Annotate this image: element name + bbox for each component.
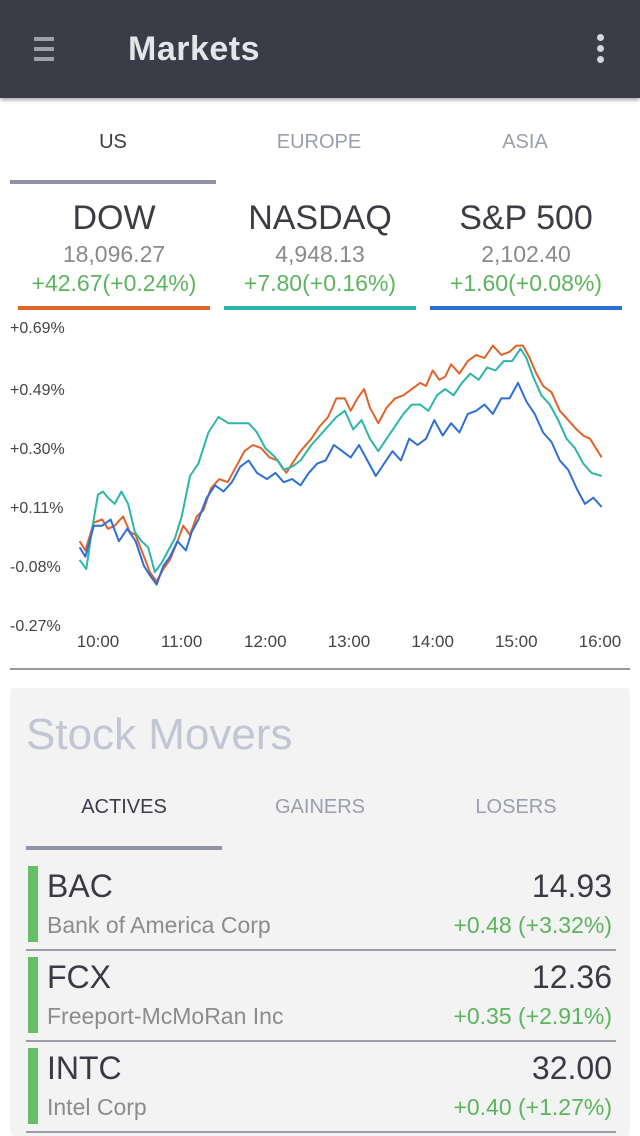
index-value: 18,096.27 [62, 241, 166, 267]
tab-us-label: US [99, 131, 127, 153]
x-tick-label: 15:00 [495, 632, 538, 651]
x-tick-label: 16:00 [579, 632, 622, 651]
index-summary: DOW 18,096.27 +42.67(+0.24%) NASDAQ 4,94… [10, 196, 630, 310]
tab-gainers[interactable]: GAINERS [222, 784, 418, 830]
stock-company-name: Intel Corp [47, 1094, 147, 1120]
index-change: +1.60(+0.08%) [449, 270, 603, 296]
stock-price: 12.36 [531, 959, 612, 995]
index-dow[interactable]: DOW 18,096.27 +42.67(+0.24%) [18, 196, 210, 310]
tab-actives[interactable]: ACTIVES [26, 784, 222, 850]
mover-tabs: ACTIVES GAINERS LOSERS [26, 784, 614, 850]
tab-asia[interactable]: ASIA [422, 110, 628, 186]
stock-price: 32.00 [531, 1050, 612, 1086]
series-line-2 [78, 381, 603, 586]
tab-actives-label: ACTIVES [81, 796, 167, 818]
active-tab-indicator [26, 846, 222, 850]
list-item[interactable]: INTC Intel Corp 32.00 +0.40 (+1.27%) [26, 1042, 616, 1133]
x-tick-label: 10:00 [77, 632, 120, 651]
stock-change: +0.48 (+3.32%) [453, 912, 612, 938]
gain-indicator [28, 957, 38, 1033]
y-tick-label: -0.08% [10, 559, 61, 576]
tab-us[interactable]: US [10, 110, 216, 186]
tab-asia-label: ASIA [502, 131, 548, 153]
series-line-1 [78, 347, 602, 574]
y-tick-label: +0.30% [10, 441, 65, 458]
section-divider [10, 668, 630, 670]
index-change: +42.67(+0.24%) [31, 270, 197, 296]
list-item[interactable]: FCX Freeport-McMoRan Inc 12.36 +0.35 (+2… [26, 951, 616, 1042]
stock-list: BAC Bank of America Corp 14.93 +0.48 (+3… [26, 860, 616, 1133]
region-tabs: US EUROPE ASIA [10, 110, 630, 186]
tab-europe[interactable]: EUROPE [216, 110, 422, 186]
y-tick-label: -0.27% [10, 618, 61, 635]
index-name: DOW [72, 199, 156, 237]
tab-europe-label: EUROPE [276, 131, 362, 153]
x-tick-label: 12:00 [244, 632, 287, 651]
gain-indicator [28, 1048, 38, 1124]
y-tick-label: +0.49% [10, 382, 65, 399]
y-tick-label: +0.11% [10, 500, 64, 517]
index-sp500[interactable]: S&P 500 2,102.40 +1.60(+0.08%) [430, 196, 622, 310]
tab-losers-label: LOSERS [475, 796, 557, 818]
more-vertical-icon[interactable] [594, 34, 606, 66]
series-line-0 [78, 344, 603, 583]
active-tab-indicator [10, 180, 216, 184]
index-color-bar [224, 306, 416, 310]
stock-company-name: Freeport-McMoRan Inc [47, 1003, 284, 1029]
index-nasdaq[interactable]: NASDAQ 4,948.13 +7.80(+0.16%) [224, 196, 416, 310]
tab-gainers-label: GAINERS [274, 796, 366, 818]
index-name: NASDAQ [248, 199, 392, 237]
y-tick-label: +0.69% [10, 320, 65, 337]
x-tick-label: 13:00 [328, 632, 371, 651]
x-tick-label: 14:00 [411, 632, 454, 651]
tab-losers[interactable]: LOSERS [418, 784, 614, 830]
index-value: 2,102.40 [481, 241, 571, 267]
stock-symbol: FCX [47, 959, 111, 995]
hamburger-menu-icon[interactable] [34, 37, 54, 63]
stock-company-name: Bank of America Corp [47, 912, 271, 938]
list-item[interactable]: BAC Bank of America Corp 14.93 +0.48 (+3… [26, 860, 616, 951]
stock-movers-title: Stock Movers [26, 710, 293, 759]
gain-indicator [28, 866, 38, 942]
page-title: Markets [128, 30, 261, 68]
index-change: +7.80(+0.16%) [243, 270, 397, 296]
stock-price: 14.93 [531, 868, 612, 904]
x-tick-label: 11:00 [161, 632, 202, 651]
stock-symbol: BAC [47, 868, 113, 904]
intraday-line-chart[interactable]: +0.69% +0.49% +0.30% +0.11% -0.08% -0.27% 10:0… [0, 312, 640, 662]
stock-change: +0.40 (+1.27%) [453, 1094, 612, 1120]
index-color-bar [430, 306, 622, 310]
stock-symbol: INTC [47, 1050, 122, 1086]
stock-change: +0.35 (+2.91%) [453, 1003, 612, 1029]
app-bar: Markets [0, 0, 640, 98]
index-color-bar [18, 306, 210, 310]
index-value: 4,948.13 [275, 241, 365, 267]
stock-movers-card: Stock Movers ACTIVES GAINERS LOSERS BAC … [10, 688, 630, 1136]
index-name: S&P 500 [459, 199, 593, 237]
